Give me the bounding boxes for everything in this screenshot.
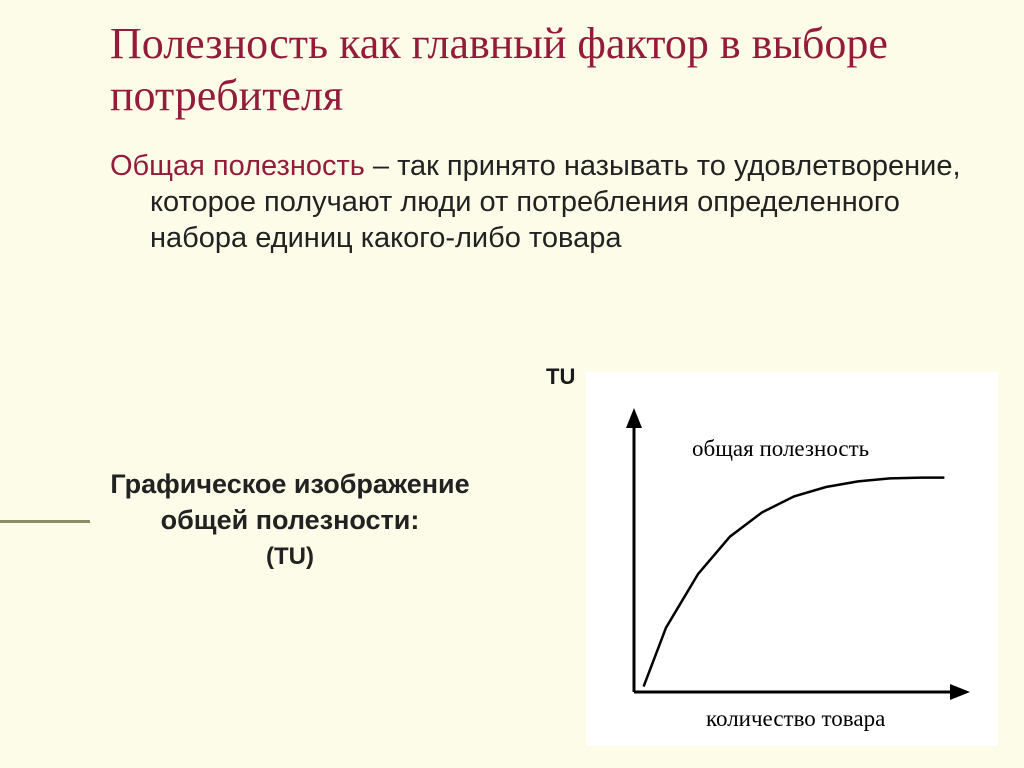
tu-axis-label: ТU <box>546 364 575 390</box>
caption-sub: (ТU) <box>80 543 500 571</box>
caption-block: Графическое изображение общей полезности… <box>80 466 500 571</box>
side-rule <box>0 520 90 523</box>
caption-line-2: общей полезности: <box>80 502 500 538</box>
slide-title: Полезность как главный фактор в выборе п… <box>110 18 964 122</box>
x-axis-label: количество товара <box>706 706 885 732</box>
caption-line-1: Графическое изображение <box>80 466 500 502</box>
slide: Полезность как главный фактор в выборе п… <box>0 0 1024 768</box>
utility-chart: общая полезность количество товара <box>586 372 998 746</box>
term: Общая полезность <box>110 150 365 182</box>
y-axis-label: общая полезность <box>692 436 869 462</box>
body-text: Общая полезность – так принято называть … <box>110 148 964 257</box>
chart-svg <box>586 372 998 746</box>
